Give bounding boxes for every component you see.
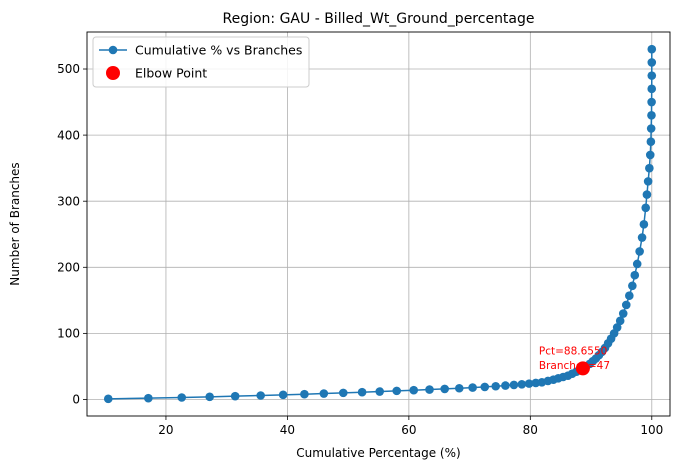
y-axis-ticks: 0 100 200 300 400 500 [57, 62, 87, 407]
legend-label-elbow: Elbow Point [135, 66, 207, 81]
x-axis-label: Cumulative Percentage (%) [296, 446, 460, 460]
data-point [639, 220, 649, 229]
x-tick-label: 20 [158, 423, 173, 437]
chart-title: Region: GAU - Billed_Wt_Ground_percentag… [222, 11, 534, 27]
y-tick-label: 100 [57, 327, 80, 341]
x-tick-label: 100 [640, 423, 663, 437]
data-point [637, 233, 647, 242]
data-point [615, 316, 625, 326]
data-point [628, 281, 637, 291]
data-point [278, 390, 288, 400]
data-point [501, 381, 510, 390]
legend-box [92, 36, 310, 88]
grid [87, 32, 670, 416]
y-tick-label: 300 [57, 194, 80, 208]
legend-elbow-swatch [106, 66, 120, 80]
y-tick-label: 0 [72, 393, 80, 407]
elbow-annotation-pct: Pct=88.6550 [539, 345, 607, 357]
plot-area-frame [86, 31, 671, 417]
data-point [647, 97, 656, 107]
x-tick-label: 40 [280, 423, 295, 437]
elbow-annotation-branches: Branches=47 [539, 360, 610, 372]
y-tick-label: 500 [57, 62, 80, 76]
data-point [454, 383, 464, 393]
data-point [632, 259, 642, 269]
data-point [612, 323, 622, 332]
data-point [338, 388, 348, 398]
data-point [647, 71, 657, 80]
data-point [177, 393, 187, 402]
data-point [646, 137, 656, 147]
data-point [468, 383, 477, 392]
y-tick-label: 200 [57, 260, 80, 274]
data-point [509, 380, 519, 390]
data-point [621, 300, 631, 310]
data-point [630, 270, 640, 280]
data-point [643, 177, 653, 186]
legend-marker-swatch [108, 45, 118, 55]
annotation-layer: Pct=88.6550 Branches=47 [539, 345, 610, 376]
data-point [319, 389, 329, 398]
data-point [524, 379, 534, 388]
data-point [230, 391, 240, 401]
data-point [205, 392, 214, 402]
data-point [440, 384, 449, 394]
data-point [480, 382, 490, 392]
data-point [647, 58, 657, 67]
legend: Cumulative % vs Branches Elbow Point [92, 36, 310, 88]
data-point [491, 381, 501, 391]
data-point [409, 385, 419, 395]
y-axis-label: Number of Branches [8, 162, 22, 285]
data-point [641, 203, 651, 213]
data-point [375, 387, 385, 396]
data-point [645, 150, 655, 160]
x-tick-label: 60 [401, 423, 416, 437]
data-point [646, 124, 656, 133]
x-tick-label: 80 [523, 423, 538, 437]
data-point [425, 385, 434, 394]
data-point [647, 84, 657, 94]
data-point [647, 110, 656, 120]
data-point [300, 389, 309, 399]
data-point [103, 394, 113, 404]
data-point [645, 163, 654, 173]
data-point [144, 393, 153, 403]
elbow-point-marker [575, 361, 590, 376]
legend-label-series: Cumulative % vs Branches [135, 43, 302, 58]
x-axis-ticks: 20 40 60 80 100 [158, 416, 663, 437]
data-point [618, 309, 628, 318]
data-point [517, 379, 527, 389]
data-point [625, 291, 634, 301]
data-point [256, 391, 265, 400]
data-point [357, 387, 367, 397]
data-point [392, 386, 402, 396]
data-point [635, 247, 644, 256]
data-point [647, 44, 657, 54]
data-point [642, 190, 652, 199]
y-tick-label: 400 [57, 128, 80, 142]
